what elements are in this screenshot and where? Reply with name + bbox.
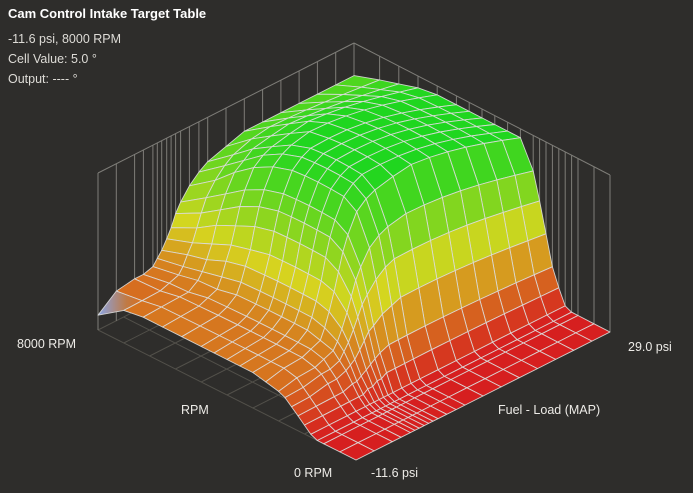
cell-value-readout: Cell Value: 5.0 ° <box>8 52 97 66</box>
map-axis-title: Fuel - Load (MAP) <box>498 403 601 417</box>
table-title: Cam Control Intake Target Table <box>8 6 207 21</box>
rpm-axis-title: RPM <box>181 403 209 417</box>
rpm-axis-min-label: 0 RPM <box>294 466 333 480</box>
surface-mesh <box>97 75 611 461</box>
table-header: Cam Control Intake Target Table -11.6 ps… <box>8 5 206 89</box>
map-axis-min-label: -11.6 psi <box>371 466 419 480</box>
rpm-axis-max-label: 8000 RPM <box>17 337 77 351</box>
selected-cell-position: -11.6 psi, 8000 RPM <box>8 32 122 46</box>
output-readout: Output: ---- ° <box>8 72 78 86</box>
map-axis-max-label: 29.0 psi <box>628 340 672 354</box>
